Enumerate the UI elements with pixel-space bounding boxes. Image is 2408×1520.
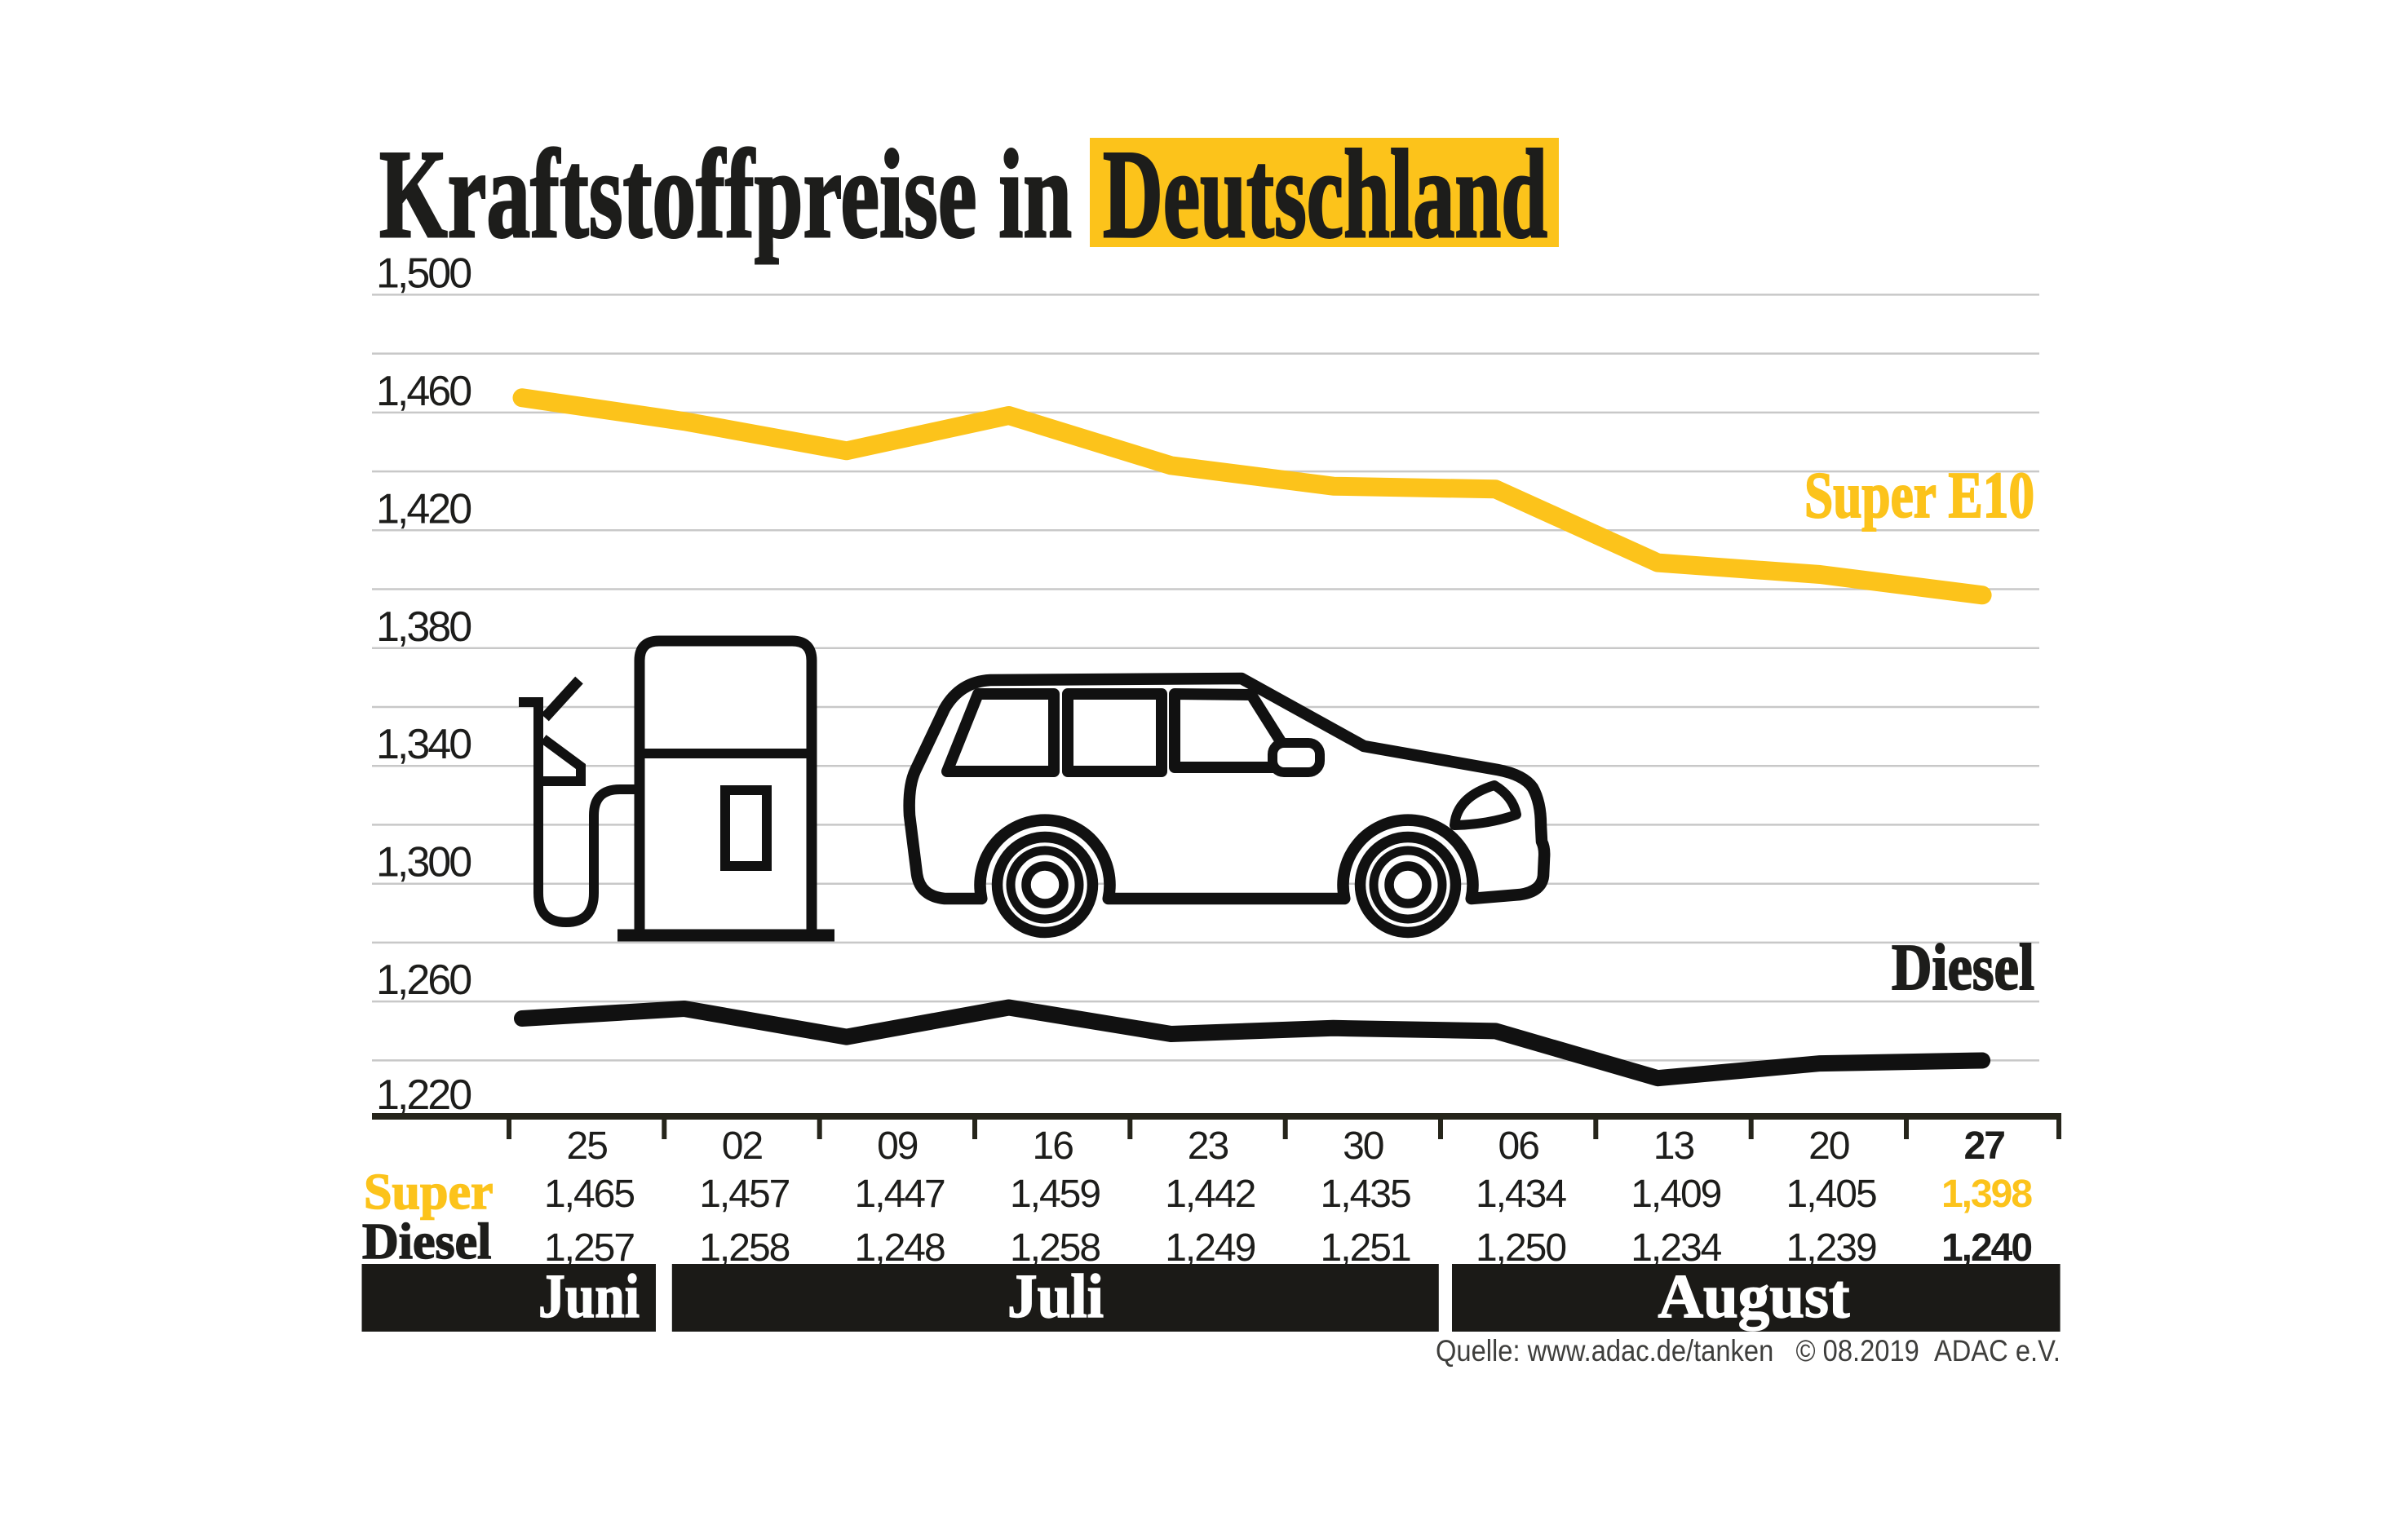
svg-text:1,420: 1,420 — [376, 485, 471, 532]
svg-text:25: 25 — [567, 1125, 608, 1168]
svg-text:1,234: 1,234 — [1631, 1226, 1721, 1270]
svg-text:09: 09 — [877, 1125, 918, 1168]
svg-text:Super: Super — [364, 1164, 493, 1220]
svg-text:Diesel: Diesel — [1892, 930, 2034, 1004]
svg-text:02: 02 — [722, 1125, 763, 1168]
svg-text:06: 06 — [1498, 1125, 1539, 1168]
svg-text:1,409: 1,409 — [1631, 1173, 1720, 1216]
svg-text:1,460: 1,460 — [376, 368, 471, 415]
svg-text:27: 27 — [1964, 1125, 2005, 1168]
svg-text:1,300: 1,300 — [376, 839, 471, 886]
svg-text:1,258: 1,258 — [1010, 1226, 1100, 1270]
svg-text:1,250: 1,250 — [1476, 1226, 1565, 1270]
svg-text:1,447: 1,447 — [855, 1173, 945, 1216]
svg-text:Juni: Juni — [538, 1262, 640, 1331]
svg-text:30: 30 — [1343, 1125, 1383, 1168]
svg-text:1,251: 1,251 — [1321, 1226, 1410, 1270]
svg-text:1,220: 1,220 — [376, 1072, 471, 1119]
svg-text:1,249: 1,249 — [1165, 1226, 1255, 1270]
svg-text:1,340: 1,340 — [376, 721, 471, 768]
svg-text:23: 23 — [1188, 1125, 1228, 1168]
svg-text:1,240: 1,240 — [1941, 1226, 2031, 1270]
svg-text:1,258: 1,258 — [699, 1226, 789, 1270]
svg-text:1,435: 1,435 — [1321, 1173, 1410, 1216]
svg-text:1,260: 1,260 — [376, 957, 471, 1004]
svg-text:1,457: 1,457 — [699, 1173, 789, 1216]
svg-text:1,239: 1,239 — [1786, 1226, 1876, 1270]
svg-text:20: 20 — [1808, 1125, 1849, 1168]
svg-text:1,257: 1,257 — [544, 1226, 634, 1270]
svg-text:August: August — [1658, 1262, 1850, 1331]
svg-text:1,248: 1,248 — [855, 1226, 945, 1270]
svg-text:16: 16 — [1033, 1125, 1073, 1168]
svg-text:1,465: 1,465 — [544, 1173, 634, 1216]
svg-text:1,398: 1,398 — [1941, 1173, 2032, 1216]
svg-text:Juli: Juli — [1007, 1262, 1104, 1331]
svg-text:1,405: 1,405 — [1786, 1173, 1876, 1216]
svg-text:1,500: 1,500 — [376, 250, 471, 297]
svg-text:Kraftstoffpreise in: Kraftstoffpreise in — [379, 124, 1072, 264]
svg-text:1,459: 1,459 — [1010, 1173, 1100, 1216]
svg-text:1,434: 1,434 — [1476, 1173, 1566, 1216]
svg-text:1,442: 1,442 — [1165, 1173, 1255, 1216]
svg-text:Super E10: Super E10 — [1804, 458, 2034, 532]
svg-text:Quelle: www.adac.de/tanken ©: Quelle: www.adac.de/tanken © 08.2019 ADA… — [1436, 1334, 2061, 1368]
svg-text:Deutschland: Deutschland — [1103, 124, 1547, 264]
svg-text:Diesel: Diesel — [362, 1214, 491, 1270]
svg-text:1,380: 1,380 — [376, 603, 471, 651]
svg-text:13: 13 — [1653, 1125, 1694, 1168]
